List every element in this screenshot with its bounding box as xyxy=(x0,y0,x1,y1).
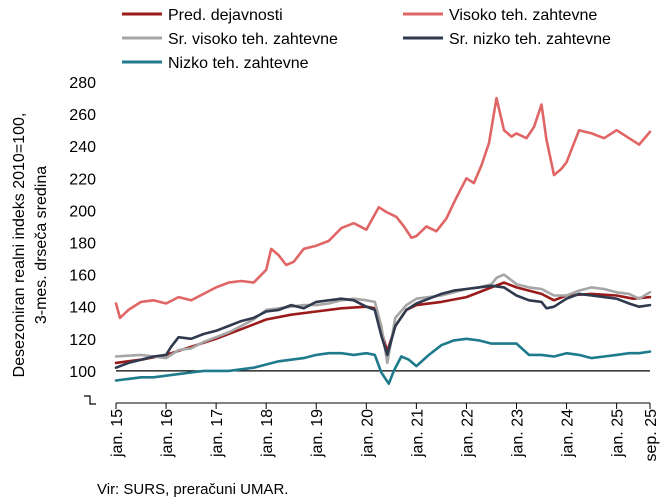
x-tick-label: jan. 17 xyxy=(209,409,226,458)
x-tick-label: jan. 24 xyxy=(560,409,577,458)
y-tick-label: 160 xyxy=(69,268,96,285)
x-tick-label: sep. 25 xyxy=(643,409,660,462)
y-tick-label: 220 xyxy=(69,171,96,188)
y-tick-label: 280 xyxy=(69,75,96,92)
y-tick-label: 240 xyxy=(69,139,96,156)
legend-label-1: Pred. dejavnosti xyxy=(168,7,283,24)
x-axis: jan. 15 jan. 16 jan. 17 jan. 18 jan. 19 jan. … xyxy=(109,402,660,462)
legend-label-3: Sr. visoko teh. zahtevne xyxy=(168,31,338,48)
axis-break-mark xyxy=(84,395,96,405)
x-tick-label: jan. 16 xyxy=(159,409,176,458)
legend: Pred. dejavnosti Visoko teh. zahtevne Sr. … xyxy=(122,7,611,72)
series-line-5 xyxy=(114,337,652,385)
x-tick-label: jan. 23 xyxy=(509,409,526,458)
x-tick-label: jan. 18 xyxy=(259,409,276,458)
y-axis-title-line-2: 3-mes. drseča sredina xyxy=(33,166,50,324)
x-tick-label: jan. 20 xyxy=(359,409,376,458)
x-tick-label: jan. 15 xyxy=(109,409,126,458)
y-axis-title-line-1: Desezoniran realni indeks 2010=100, xyxy=(11,113,28,378)
y-tick-label: 100 xyxy=(69,364,96,381)
legend-label-5: Nizko teh. zahtevne xyxy=(168,55,309,72)
series-line-3 xyxy=(114,273,652,365)
series-line-2 xyxy=(114,96,652,320)
series-line-4 xyxy=(114,284,652,369)
x-tick-label: jan. 22 xyxy=(459,409,476,458)
y-tick-label: 140 xyxy=(69,300,96,317)
legend-label-2: Visoko teh. zahtevne xyxy=(449,7,597,24)
y-tick-label: 120 xyxy=(69,332,96,349)
x-tick-label: jan. 21 xyxy=(409,409,426,458)
x-tick-label: jan. 19 xyxy=(309,409,326,458)
y-tick-label: 200 xyxy=(69,203,96,220)
y-tick-label: 180 xyxy=(69,236,96,253)
source-note: Vir: SURS, preračuni UMAR. xyxy=(97,481,289,498)
y-tick-label: 260 xyxy=(69,107,96,124)
y-axis: 100 120 140 160 180 200 220 240 260 280 xyxy=(69,75,96,405)
series-group xyxy=(114,96,652,385)
x-tick-label: jan. 25 xyxy=(610,409,627,458)
legend-label-4: Sr. nizko teh. zahtevne xyxy=(449,31,611,48)
